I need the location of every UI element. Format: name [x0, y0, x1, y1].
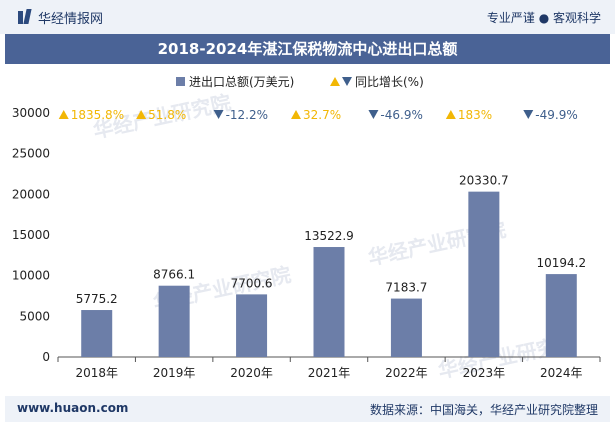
yoy-label: -12.2% [226, 108, 268, 122]
y-tick-label: 5000 [19, 309, 50, 323]
bar-value-label: 20330.7 [459, 174, 509, 188]
x-tick-label: 2020年 [230, 366, 273, 380]
y-tick-label: 25000 [12, 147, 50, 161]
yoy-down-icon [368, 110, 379, 119]
y-tick-label: 10000 [12, 269, 50, 283]
yoy-down-icon [213, 110, 224, 119]
bar-value-label: 10194.2 [536, 256, 586, 270]
legend-label-bar: 进出口总额(万美元) [189, 75, 294, 89]
slogan: 专业严谨 ● 客观科学 [486, 11, 601, 25]
x-tick-label: 2019年 [153, 366, 196, 380]
bar [81, 310, 113, 357]
bar-value-label: 7700.6 [231, 276, 273, 290]
x-tick-label: 2021年 [308, 366, 351, 380]
bar [313, 247, 345, 357]
yoy-up-icon [445, 110, 456, 119]
website-link[interactable]: www.huaon.com [17, 401, 129, 415]
y-tick-label: 15000 [12, 228, 50, 242]
legend-down-triangle [342, 77, 352, 86]
yoy-label: -46.9% [380, 108, 422, 122]
yoy-up-icon [291, 110, 301, 119]
bar-value-label: 5775.2 [76, 292, 118, 306]
legend-label-yoy: 同比增长(%) [355, 75, 424, 89]
x-tick-label: 2023年 [463, 366, 506, 380]
x-tick-label: 2024年 [540, 366, 583, 380]
yoy-label: 1835.8% [71, 108, 124, 122]
yoy-up-icon [58, 110, 69, 119]
bar [158, 285, 190, 357]
x-tick-label: 2022年 [385, 366, 428, 380]
yoy-label: 51.8% [148, 108, 186, 122]
legend-up-triangle [330, 77, 340, 86]
x-tick-label: 2018年 [75, 366, 118, 380]
yoy-label: 183% [458, 108, 492, 122]
bar-value-label: 7183.7 [385, 281, 427, 295]
yoy-up-icon [136, 110, 147, 119]
y-tick-label: 20000 [12, 187, 50, 201]
legend-swatch-bar [176, 77, 185, 86]
brand[interactable]: 华经情报网 [18, 8, 104, 27]
logo-icon [18, 9, 32, 25]
bar [390, 298, 422, 357]
bar-value-label: 8766.1 [153, 268, 195, 282]
yoy-label: -49.9% [535, 108, 577, 122]
brand-name: 华经情报网 [38, 11, 104, 27]
bar-value-label: 13522.9 [304, 229, 354, 243]
y-tick-label: 30000 [12, 106, 50, 120]
yoy-down-icon [523, 110, 534, 119]
yoy-label: 32.7% [303, 108, 341, 122]
footer-bar: www.huaon.com 数据来源：中国海关，华经产业研究院整理 [5, 396, 610, 422]
header-bar: 华经情报网 专业严谨 ● 客观科学 [0, 0, 615, 34]
y-tick-label: 0 [42, 350, 50, 364]
data-source: 数据来源：中国海关，华经产业研究院整理 [369, 403, 598, 417]
chart-title: 2018-2024年湛江保税物流中心进出口总额 [5, 34, 610, 64]
bar [236, 294, 268, 357]
bar [468, 191, 500, 357]
bar [545, 274, 577, 357]
